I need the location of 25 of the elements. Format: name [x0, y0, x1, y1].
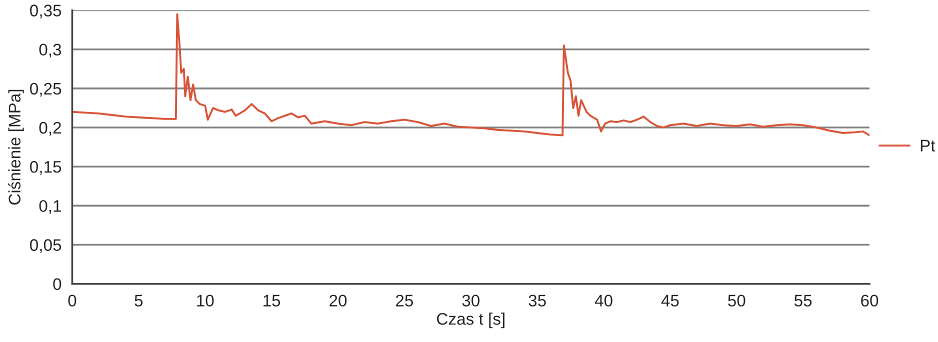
x-tick-label: 0 — [68, 294, 76, 307]
x-tick-label: 60 — [861, 294, 878, 307]
y-tick-label: 0,1 — [39, 200, 61, 214]
x-tick-label: 50 — [728, 294, 746, 307]
y-tick-label: 0,3 — [39, 44, 62, 58]
y-axis-title: Ciśnienie [MPa] — [8, 90, 24, 205]
x-tick-label: 10 — [197, 294, 214, 307]
y-tick-label: 0,25 — [30, 82, 62, 97]
x-tick-label: 5 — [134, 294, 143, 307]
y-tick-label: 0,05 — [30, 239, 62, 253]
x-tick-label: 40 — [594, 294, 612, 307]
x-tick-label: 45 — [661, 294, 679, 307]
x-axis-title: Czas t [s] — [436, 312, 504, 328]
y-tick-label: 0,35 — [30, 4, 62, 18]
legend-label: Pt — [920, 140, 936, 152]
x-tick-label: 35 — [528, 294, 546, 307]
y-tick-label: 0,15 — [30, 161, 62, 175]
x-tick-label: 30 — [462, 294, 480, 307]
x-tick-label: 55 — [794, 294, 812, 307]
x-tick-label: 25 — [396, 294, 414, 307]
line-series — [72, 13, 870, 136]
x-tick-label: 15 — [264, 294, 280, 307]
x-tick-label: 20 — [330, 294, 347, 307]
y-tick-label: 0,2 — [39, 122, 61, 136]
y-tick-label: 0 — [53, 278, 62, 290]
